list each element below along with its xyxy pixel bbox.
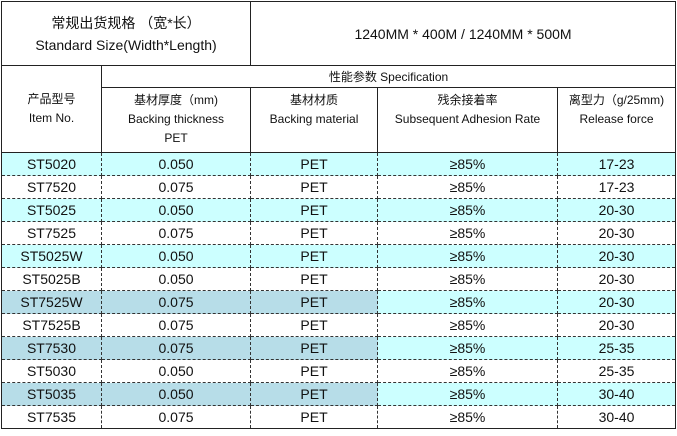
adhesion-rate-cell: ≥85% bbox=[377, 359, 559, 383]
adhesion-rate-cell: ≥85% bbox=[377, 221, 559, 245]
thickness-cell: 0.075 bbox=[100, 313, 252, 337]
adhesion-rate-cell: ≥85% bbox=[377, 382, 559, 406]
standard-size-label: 常规出货规格 （宽*长） Standard Size(Width*Length) bbox=[0, 1, 252, 66]
release-cn: 离型力（g/25mm) bbox=[568, 93, 665, 107]
thickness-cell: 0.075 bbox=[100, 336, 252, 360]
item-no-header: 产品型号 Item No. bbox=[1, 65, 102, 153]
adhesion-en: Subsequent Adhesion Rate bbox=[394, 112, 541, 126]
release-force-cell: 20-30 bbox=[557, 313, 677, 337]
table-row: ST7525 0.075 PET ≥85% 20-30 bbox=[1, 221, 677, 245]
size-label-en: Standard Size(Width*Length) bbox=[35, 36, 217, 53]
table-row: ST5025W 0.050 PET ≥85% 20-30 bbox=[1, 244, 677, 268]
release-force-cell: 17-23 bbox=[557, 152, 677, 176]
thickness-cell: 0.050 bbox=[100, 198, 252, 222]
adhesion-rate-cell: ≥85% bbox=[377, 313, 559, 337]
release-force-cell: 20-30 bbox=[557, 290, 677, 314]
material-header: 基材材质 Backing material bbox=[250, 87, 379, 153]
adhesion-cn: 残余接着率 bbox=[437, 93, 498, 107]
item-no-cn: 产品型号 bbox=[27, 92, 76, 106]
thickness-cell: 0.075 bbox=[100, 221, 252, 245]
table-row: ST5030 0.050 PET ≥85% 25-35 bbox=[1, 359, 677, 383]
table-row: ST7525B 0.075 PET ≥85% 20-30 bbox=[1, 313, 677, 337]
item-no-cell: ST7525B bbox=[1, 313, 102, 337]
thickness-en: Backing thickness bbox=[127, 112, 225, 126]
standard-size-value: 1240MM * 400M / 1240MM * 500M bbox=[250, 1, 677, 66]
size-label-cn: 常规出货规格 （宽*长） bbox=[51, 14, 201, 31]
thickness-cell: 0.050 bbox=[100, 359, 252, 383]
thickness-cell: 0.050 bbox=[100, 152, 252, 176]
material-cn: 基材材质 bbox=[290, 93, 339, 107]
thickness-cell: 0.075 bbox=[100, 405, 252, 429]
adhesion-rate-cell: ≥85% bbox=[377, 290, 559, 314]
thickness-cell: 0.050 bbox=[100, 244, 252, 268]
item-no-cell: ST7535 bbox=[1, 405, 102, 429]
thickness-header: 基材厚度（mm) Backing thickness PET bbox=[100, 87, 252, 153]
release-force-cell: 25-35 bbox=[557, 359, 677, 383]
material-cell: PET bbox=[250, 336, 379, 360]
adhesion-header: 残余接着率 Subsequent Adhesion Rate bbox=[377, 87, 559, 153]
thickness-cell: 0.050 bbox=[100, 267, 252, 291]
release-force-cell: 20-30 bbox=[557, 221, 677, 245]
thickness-en2: PET bbox=[164, 131, 188, 145]
material-cell: PET bbox=[250, 382, 379, 406]
thickness-cn: 基材厚度（mm) bbox=[134, 93, 218, 107]
table-row: ST5025B 0.050 PET ≥85% 20-30 bbox=[1, 267, 677, 291]
adhesion-rate-cell: ≥85% bbox=[377, 175, 559, 199]
release-en: Release force bbox=[579, 112, 654, 126]
material-cell: PET bbox=[250, 267, 379, 291]
adhesion-rate-cell: ≥85% bbox=[377, 198, 559, 222]
thickness-cell: 0.075 bbox=[100, 290, 252, 314]
specification-header: 性能参数 Specification bbox=[100, 65, 677, 88]
material-en: Backing material bbox=[269, 112, 359, 126]
adhesion-rate-cell: ≥85% bbox=[377, 244, 559, 268]
adhesion-rate-cell: ≥85% bbox=[377, 267, 559, 291]
table-row: ST5025 0.050 PET ≥85% 20-30 bbox=[1, 198, 677, 222]
release-force-cell: 30-40 bbox=[557, 405, 677, 429]
material-cell: PET bbox=[250, 405, 379, 429]
thickness-cell: 0.050 bbox=[100, 382, 252, 406]
item-no-cell: ST5025 bbox=[1, 198, 102, 222]
item-no-cell: ST7520 bbox=[1, 175, 102, 199]
material-cell: PET bbox=[250, 313, 379, 337]
item-no-cell: ST5025W bbox=[1, 244, 102, 268]
item-no-cell: ST5030 bbox=[1, 359, 102, 383]
item-no-cell: ST7530 bbox=[1, 336, 102, 360]
release-header: 离型力（g/25mm) Release force bbox=[557, 87, 677, 153]
material-cell: PET bbox=[250, 290, 379, 314]
item-no-cell: ST7525 bbox=[1, 221, 102, 245]
release-force-cell: 30-40 bbox=[557, 382, 677, 406]
item-no-cell: ST7525W bbox=[1, 290, 102, 314]
material-cell: PET bbox=[250, 152, 379, 176]
item-no-en: Item No. bbox=[28, 111, 75, 125]
material-cell: PET bbox=[250, 359, 379, 383]
item-no-cell: ST5025B bbox=[1, 267, 102, 291]
table-row: ST5020 0.050 PET ≥85% 17-23 bbox=[1, 152, 677, 176]
material-cell: PET bbox=[250, 175, 379, 199]
material-cell: PET bbox=[250, 244, 379, 268]
material-cell: PET bbox=[250, 198, 379, 222]
table-row: ST5035 0.050 PET ≥85% 30-40 bbox=[1, 382, 677, 406]
adhesion-rate-cell: ≥85% bbox=[377, 152, 559, 176]
release-force-cell: 20-30 bbox=[557, 244, 677, 268]
item-no-cell: ST5020 bbox=[1, 152, 102, 176]
item-no-cell: ST5035 bbox=[1, 382, 102, 406]
adhesion-rate-cell: ≥85% bbox=[377, 336, 559, 360]
table-row: ST7525W 0.075 PET ≥85% 20-30 bbox=[1, 290, 677, 314]
table-row: ST7530 0.075 PET ≥85% 25-35 bbox=[1, 336, 677, 360]
table-row: ST7520 0.075 PET ≥85% 17-23 bbox=[1, 175, 677, 199]
release-force-cell: 20-30 bbox=[557, 267, 677, 291]
release-force-cell: 17-23 bbox=[557, 175, 677, 199]
release-force-cell: 25-35 bbox=[557, 336, 677, 360]
thickness-cell: 0.075 bbox=[100, 175, 252, 199]
adhesion-rate-cell: ≥85% bbox=[377, 405, 559, 429]
table-row: ST7535 0.075 PET ≥85% 30-40 bbox=[1, 405, 677, 429]
release-force-cell: 20-30 bbox=[557, 198, 677, 222]
material-cell: PET bbox=[250, 221, 379, 245]
